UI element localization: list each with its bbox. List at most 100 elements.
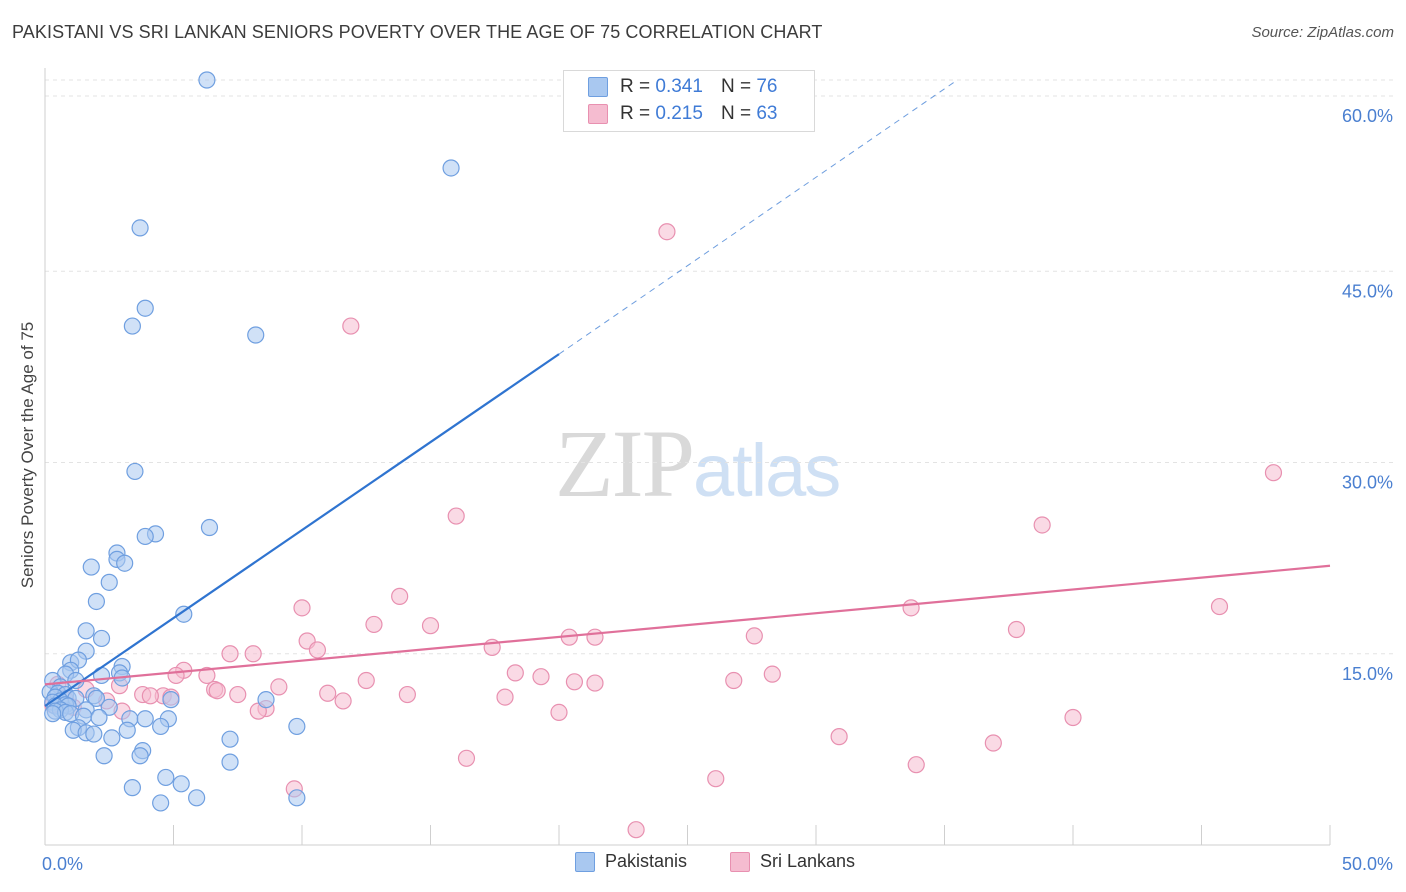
sri-lankan-point <box>658 223 676 241</box>
pakistani-point <box>172 775 190 793</box>
y-tick-label: 45.0% <box>1342 281 1393 301</box>
sri-lankan-point <box>1264 464 1283 482</box>
sri-lankan-point <box>457 749 476 767</box>
pakistani-point <box>198 71 216 89</box>
pakistani-point <box>221 753 239 771</box>
pakistani-point <box>90 708 108 727</box>
legend-r-value: 0.341 <box>655 76 703 97</box>
legend-row-pakistanis: R = 0.341 N = 76 <box>588 74 777 100</box>
sri-lankan-point <box>167 666 185 685</box>
sri-lankan-point <box>907 756 925 774</box>
legend-r-value: 0.215 <box>655 103 703 124</box>
sri-lankan-point <box>421 617 440 635</box>
pakistani-point <box>131 747 149 765</box>
sri-lankan-point <box>1033 516 1051 534</box>
watermark-zip: ZIP <box>555 410 695 517</box>
pakistani-point <box>131 219 149 237</box>
chart-title: PAKISTANI VS SRI LANKAN SENIORS POVERTY … <box>12 22 823 42</box>
legend-swatch-sri-lankans <box>588 104 608 124</box>
pakistani-point <box>126 462 144 481</box>
pakistani-point <box>85 725 103 743</box>
pakistani-point <box>200 518 219 537</box>
sri-lankan-point <box>725 671 743 690</box>
sri-lankan-point <box>902 599 920 617</box>
sri-lankan-point <box>984 734 1002 752</box>
legend-item-pakistanis[interactable]: Pakistanis <box>575 851 687 872</box>
sri-lankan-point <box>1007 620 1026 639</box>
source-label: Source: ZipAtlas.com <box>1251 24 1394 41</box>
pakistani-point <box>136 710 154 728</box>
pakistani-point <box>100 573 118 591</box>
legend-r-label: R = <box>620 76 651 97</box>
sri-lankan-point <box>293 599 311 617</box>
pakistani-point <box>118 721 136 739</box>
sri-lankan-point <box>270 678 288 696</box>
legend-swatch-sri-lankans <box>730 851 750 872</box>
legend-label-pakistanis: Pakistanis <box>605 851 688 871</box>
sri-lankan-point <box>229 685 247 704</box>
watermark-atlas: atlas <box>693 429 841 512</box>
sri-lankan-point <box>707 770 725 788</box>
sri-lankan-point <box>308 641 327 659</box>
pakistani-point <box>82 558 100 576</box>
pakistani-point <box>288 717 306 736</box>
series-legend: Pakistanis Sri Lankans <box>0 851 1406 877</box>
pakistani-point <box>288 789 306 807</box>
y-tick-label: 15.0% <box>1342 664 1393 684</box>
pakistani-point <box>44 705 62 723</box>
pakistani-point <box>103 729 121 747</box>
legend-r-label: R = <box>620 103 651 124</box>
pakistani-point <box>221 730 239 748</box>
sri-lankan-point <box>447 507 465 525</box>
pakistani-trendline <box>44 353 560 707</box>
sri-lankan-point <box>357 671 375 690</box>
pakistani-point <box>247 326 265 344</box>
pakistani-point <box>136 299 154 317</box>
sri-lankan-point <box>365 615 383 634</box>
sri-lankan-point <box>391 587 409 605</box>
sri-lankan-trendline <box>44 564 1331 686</box>
sri-lankan-point <box>319 684 337 702</box>
sri-lankan-point <box>550 703 568 722</box>
sri-lankan-point <box>334 692 352 710</box>
legend-n-value: 76 <box>756 76 778 97</box>
sri-lankan-point <box>532 668 550 686</box>
pakistani-point <box>175 605 193 623</box>
pakistani-point <box>157 768 175 787</box>
legend-item-sri-lankans[interactable]: Sri Lankans <box>730 851 855 872</box>
pakistani-point <box>188 789 206 807</box>
sri-lankan-point <box>586 674 604 692</box>
sri-lankan-point <box>1210 597 1229 616</box>
pakistani-point <box>92 629 111 648</box>
sri-lankan-point <box>221 645 239 663</box>
sri-lankan-point <box>745 627 763 645</box>
pakistani-point <box>162 691 180 709</box>
correlation-legend: R = 0.341 N = 76 R = 0.215 N = 63 <box>563 70 815 132</box>
legend-n-value: 63 <box>756 103 778 124</box>
sri-lankan-point <box>586 628 604 646</box>
pakistani-point <box>100 698 118 716</box>
legend-n-label: N = <box>720 76 752 97</box>
legend-row-sri-lankans: R = 0.215 N = 63 <box>588 101 777 127</box>
sri-lankan-point <box>1064 708 1082 727</box>
sri-lankan-point <box>627 821 645 839</box>
pakistani-point <box>257 691 275 709</box>
x-tick-label: 0.0% <box>42 854 83 874</box>
sri-lankan-point <box>141 687 159 705</box>
y-tick-label: 30.0% <box>1342 473 1393 493</box>
sri-lankan-point <box>496 688 514 706</box>
pakistani-point <box>77 622 95 640</box>
sri-lankan-point <box>830 728 848 746</box>
sri-lankan-point <box>244 645 262 663</box>
pakistani-point <box>442 159 460 177</box>
sri-lankan-point <box>565 673 584 691</box>
pakistani-point <box>152 794 170 812</box>
pakistani-point <box>152 717 170 736</box>
sri-lankan-point <box>342 317 360 335</box>
sri-lankan-point <box>763 665 781 683</box>
y-tick-label: 60.0% <box>1342 106 1393 126</box>
pakistani-point <box>136 527 154 546</box>
pakistani-trendline-extension <box>558 79 958 355</box>
pakistani-point <box>87 592 106 611</box>
